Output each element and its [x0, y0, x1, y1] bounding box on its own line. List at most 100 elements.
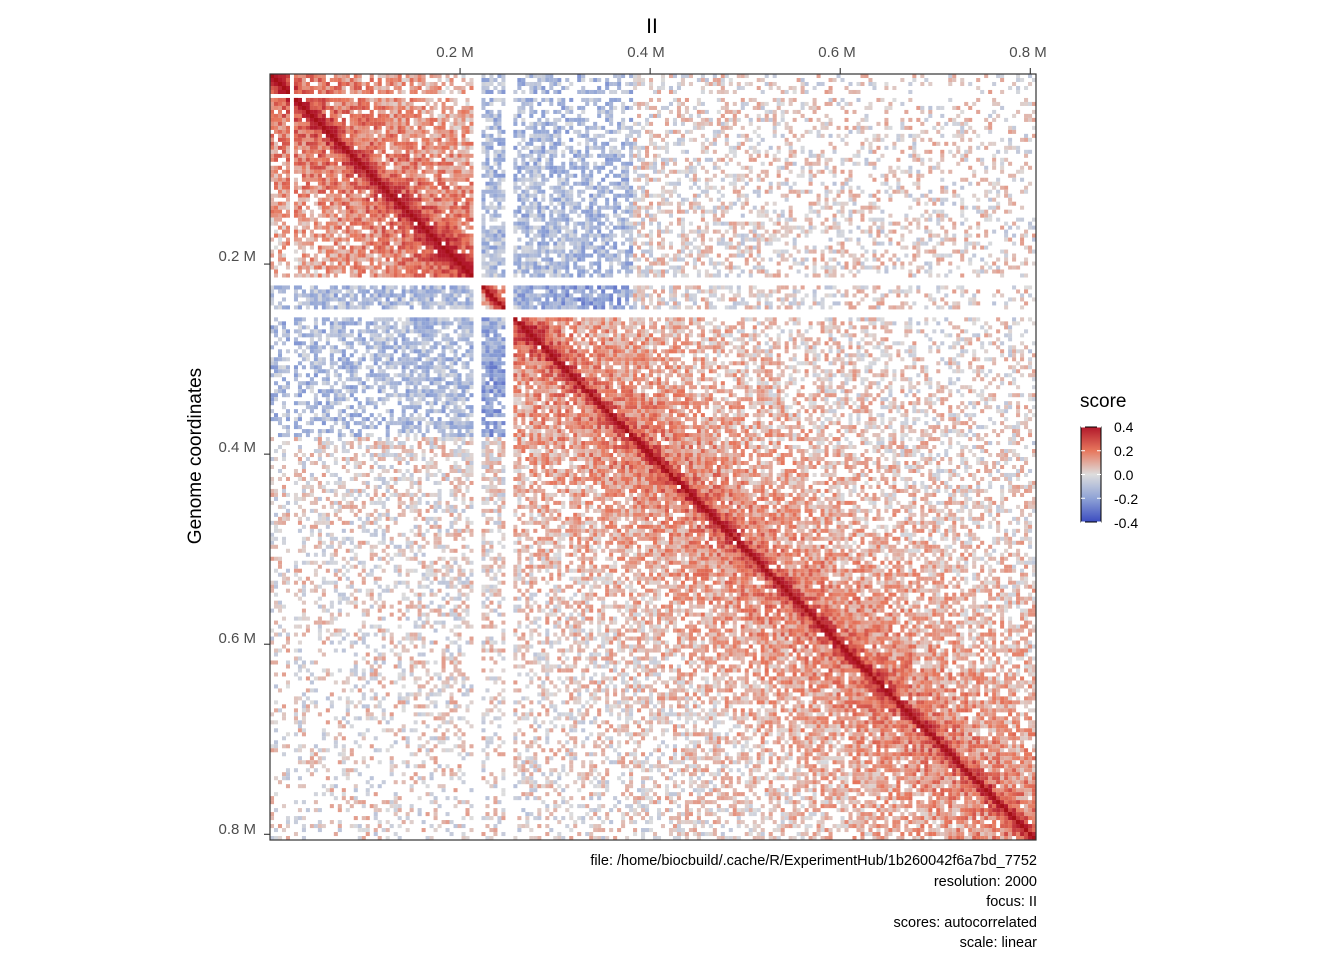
- heatmap-cell: [884, 118, 888, 122]
- heatmap-cell: [605, 218, 609, 222]
- heatmap-cell: [888, 214, 892, 218]
- heatmap-cell: [613, 154, 617, 158]
- heatmap-cell: [597, 206, 601, 210]
- heatmap-cell: [270, 114, 274, 118]
- heatmap-cell: [434, 154, 438, 158]
- heatmap-cell: [306, 242, 310, 246]
- heatmap-cell: [521, 222, 525, 226]
- heatmap-cell: [414, 174, 418, 178]
- heatmap-cell: [789, 210, 793, 214]
- heatmap-cell: [737, 74, 741, 78]
- heatmap-cell: [860, 126, 864, 130]
- heatmap-cell: [912, 218, 916, 222]
- heatmap-cell: [358, 98, 362, 102]
- heatmap-cell: [326, 122, 330, 126]
- heatmap-cell: [553, 262, 557, 266]
- heatmap-cell: [362, 238, 366, 242]
- heatmap-cell: [976, 234, 980, 238]
- heatmap-cell: [653, 170, 657, 174]
- heatmap-cell: [354, 218, 358, 222]
- heatmap-cell: [382, 234, 386, 238]
- heatmap-cell: [813, 202, 817, 206]
- heatmap-cell: [442, 102, 446, 106]
- heatmap-cell: [549, 78, 553, 82]
- heatmap-cell: [350, 222, 354, 226]
- heatmap-cell: [366, 98, 370, 102]
- heatmap-cell: [809, 178, 813, 182]
- heatmap-cell: [956, 106, 960, 110]
- heatmap-cell: [749, 269, 753, 273]
- heatmap-cell: [629, 162, 633, 166]
- heatmap-cell: [900, 190, 904, 194]
- heatmap-cell: [932, 198, 936, 202]
- heatmap-cell: [278, 242, 282, 246]
- heatmap-cell: [338, 182, 342, 186]
- heatmap-cell: [960, 258, 964, 262]
- heatmap-cell: [641, 166, 645, 170]
- heatmap-cell: [940, 214, 944, 218]
- heatmap-cell: [633, 122, 637, 126]
- heatmap-cell: [513, 90, 517, 94]
- heatmap-cell: [270, 166, 274, 170]
- heatmap-cell: [637, 222, 641, 226]
- heatmap-cell: [549, 154, 553, 158]
- heatmap-cell: [920, 138, 924, 142]
- heatmap-cell: [354, 122, 358, 126]
- heatmap-cell: [545, 242, 549, 246]
- heatmap-cell: [513, 186, 517, 190]
- heatmap-cell: [418, 242, 422, 246]
- heatmap-cell: [286, 102, 290, 106]
- heatmap-cell: [346, 82, 350, 86]
- heatmap-cell: [314, 138, 318, 142]
- heatmap-cell: [485, 234, 489, 238]
- heatmap-cell: [972, 254, 976, 258]
- heatmap-cell: [346, 74, 350, 78]
- heatmap-cell: [493, 210, 497, 214]
- heatmap-cell: [458, 170, 462, 174]
- heatmap-cell: [354, 210, 358, 214]
- heatmap-cell: [733, 90, 737, 94]
- heatmap-cell: [354, 106, 358, 110]
- heatmap-cell: [725, 142, 729, 146]
- heatmap-cell: [302, 194, 306, 198]
- heatmap-cell: [924, 269, 928, 273]
- heatmap-cell: [310, 238, 314, 242]
- heatmap-cell: [362, 242, 366, 246]
- heatmap-cell: [458, 186, 462, 190]
- heatmap-cell: [593, 218, 597, 222]
- heatmap-cell: [661, 158, 665, 162]
- heatmap-cell: [278, 106, 282, 110]
- heatmap-cell: [960, 110, 964, 114]
- heatmap-cell: [797, 194, 801, 198]
- heatmap-cell: [769, 186, 773, 190]
- heatmap-cell: [829, 246, 833, 250]
- heatmap-cell: [322, 186, 326, 190]
- heatmap-cell: [334, 106, 338, 110]
- heatmap-cell: [597, 114, 601, 118]
- heatmap-cell: [442, 150, 446, 154]
- heatmap-cell: [757, 222, 761, 226]
- heatmap-cell: [605, 238, 609, 242]
- heatmap-cell: [394, 250, 398, 254]
- heatmap-cell: [458, 150, 462, 154]
- heatmap-cell: [613, 106, 617, 110]
- heatmap-cell: [609, 82, 613, 86]
- heatmap-cell: [757, 210, 761, 214]
- heatmap-cell: [529, 242, 533, 246]
- heatmap-cell: [298, 186, 302, 190]
- heatmap-cell: [438, 230, 442, 234]
- heatmap-cell: [465, 266, 469, 270]
- heatmap-cell: [454, 154, 458, 158]
- heatmap-cell: [721, 98, 725, 102]
- heatmap-cell: [346, 126, 350, 130]
- heatmap-cell: [374, 170, 378, 174]
- heatmap-cell: [410, 130, 414, 134]
- heatmap-cell: [537, 162, 541, 166]
- heatmap-cell: [669, 214, 673, 218]
- heatmap-cell: [609, 162, 613, 166]
- heatmap-cell: [286, 178, 290, 182]
- heatmap-cell: [274, 218, 278, 222]
- heatmap-cell: [481, 218, 485, 222]
- heatmap-cell: [561, 250, 565, 254]
- heatmap-cell: [493, 190, 497, 194]
